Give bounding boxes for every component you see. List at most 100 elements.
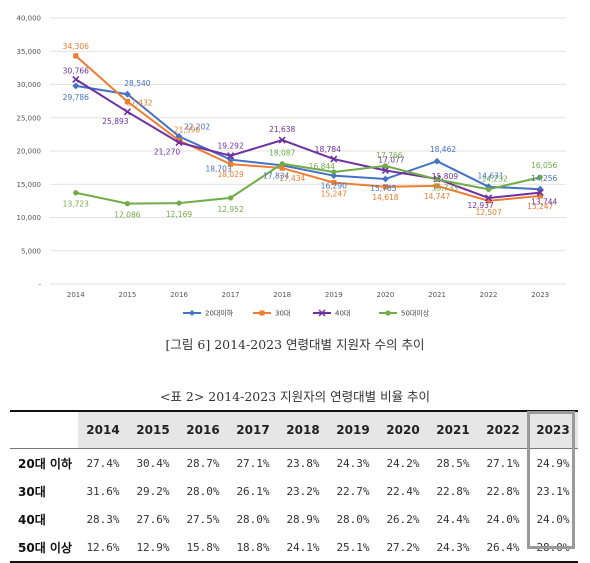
y-tick-label: - [38, 281, 41, 289]
legend-label: 40대 [335, 310, 350, 318]
table-cell: 26.4% [486, 540, 520, 554]
data-label: 16,844 [309, 162, 335, 171]
data-point [278, 136, 286, 144]
data-label: 13,723 [63, 200, 89, 209]
legend-label: 50대이상 [401, 309, 430, 318]
data-point [124, 90, 131, 98]
data-label: 16,290 [321, 182, 347, 191]
series-line [75, 55, 541, 202]
data-label: 17,766 [376, 151, 402, 160]
data-label: 21,590 [174, 125, 200, 134]
data-point [486, 198, 492, 204]
row-label: 50대 이상 [18, 540, 72, 555]
x-tick-label: 2016 [170, 291, 188, 299]
table-cell: 28.9% [286, 512, 320, 526]
x-tick-label: 2014 [67, 291, 85, 299]
table-cell: 27.1% [486, 456, 520, 470]
y-tick-label: 40,000 [17, 15, 42, 23]
data-label: 21,638 [269, 125, 295, 134]
legend-label: 30대 [275, 310, 290, 318]
data-point [537, 174, 543, 180]
data-label: 34,306 [63, 42, 89, 51]
data-label: 18,462 [430, 145, 456, 154]
data-point [330, 172, 338, 180]
table-header-2019: 2019 [328, 411, 378, 449]
data-point [73, 190, 79, 196]
data-point [330, 155, 338, 163]
table-cell: 18.8% [236, 540, 270, 554]
table-row: 30대 31.6% 29.2% 28.0% 26.1% 23.2% 22.7% … [10, 477, 578, 505]
table-caption: <표 2> 2014-2023 지원자의 연령대별 비율 추이 [159, 389, 431, 404]
table-cell: 28.7% [186, 456, 220, 470]
table-cell: 24.0% [486, 512, 520, 526]
table-cell: 25.1% [336, 540, 370, 554]
table-cell: 23.1% [536, 484, 570, 498]
x-tick-label: 2022 [480, 291, 498, 299]
line-chart: - 5,000 10,000 15,000 20,000 25,000 30,000 35,0… [17, 15, 566, 318]
data-label: 30,766 [63, 66, 89, 75]
table-header-2014: 2014 [78, 411, 128, 449]
y-tick-label: 5,000 [21, 247, 41, 255]
data-label: 18,029 [217, 170, 243, 179]
data-label: 22,202 [184, 122, 210, 131]
table-cell: 26.1% [236, 484, 270, 498]
data-label: 14,631 [477, 172, 503, 181]
x-tick-label: 2023 [531, 291, 549, 299]
x-tick-label: 2019 [325, 291, 343, 299]
row-label: 30대 [18, 484, 46, 499]
data-point [434, 176, 440, 182]
legend-marker [259, 310, 265, 316]
data-label: 18,703 [205, 165, 231, 174]
table-cell: 28.0% [236, 512, 270, 526]
table-header-2016: 2016 [178, 411, 228, 449]
data-label: 12,952 [217, 205, 243, 214]
data-label: 14,618 [372, 193, 398, 202]
data-point [382, 184, 388, 190]
data-label: 18,087 [269, 149, 295, 158]
y-tick-label: 30,000 [17, 81, 42, 89]
series-line [75, 162, 541, 205]
data-point [536, 189, 544, 197]
data-point [382, 175, 389, 183]
table-header-2021: 2021 [428, 411, 478, 449]
legend-marker [318, 309, 326, 317]
table-cell: 22.4% [386, 484, 420, 498]
data-point [331, 180, 337, 186]
row-label: 40대 [18, 512, 46, 527]
data-label: 17,434 [279, 174, 305, 183]
table-cell: 24.9% [536, 456, 570, 470]
table-header-2017: 2017 [228, 411, 278, 449]
data-point [176, 137, 182, 144]
x-tick-label: 2018 [273, 291, 291, 299]
data-label: 12,507 [475, 208, 501, 217]
data-label: 15,247 [321, 190, 347, 199]
x-tick-label: 2015 [118, 291, 136, 299]
table-header-2018: 2018 [278, 411, 328, 449]
data-label: 17,834 [263, 171, 289, 180]
data-label: 15,809 [432, 172, 458, 181]
table-row: 20대 이하 27.4% 30.4% 28.7% 27.1% 23.8% 24.… [10, 449, 578, 478]
data-label: 19,292 [217, 142, 243, 151]
table-cell: 24.2% [386, 456, 420, 470]
data-point [279, 165, 285, 171]
table-corner-cell [10, 411, 78, 449]
data-point [176, 200, 182, 206]
table-cell: 12.6% [86, 540, 120, 554]
y-tick-label: 15,000 [17, 181, 42, 189]
legend-marker [385, 310, 391, 316]
table-cell: 22.8% [436, 484, 470, 498]
table-cell: 15.8% [186, 540, 220, 554]
table-header-2022: 2022 [478, 411, 528, 449]
data-label: 14,232 [481, 174, 507, 183]
data-label: 28,540 [124, 79, 150, 88]
table-cell: 26.2% [386, 512, 420, 526]
data-point [124, 201, 130, 207]
row-label: 20대 이하 [18, 456, 72, 471]
data-label: 27,432 [126, 99, 152, 108]
data-label: 15,733 [432, 183, 458, 192]
data-point [279, 161, 285, 167]
y-tick-label: 20,000 [17, 148, 42, 156]
data-label: 13,744 [531, 198, 557, 207]
data-point [228, 161, 234, 167]
table-cell: 30.4% [136, 456, 170, 470]
